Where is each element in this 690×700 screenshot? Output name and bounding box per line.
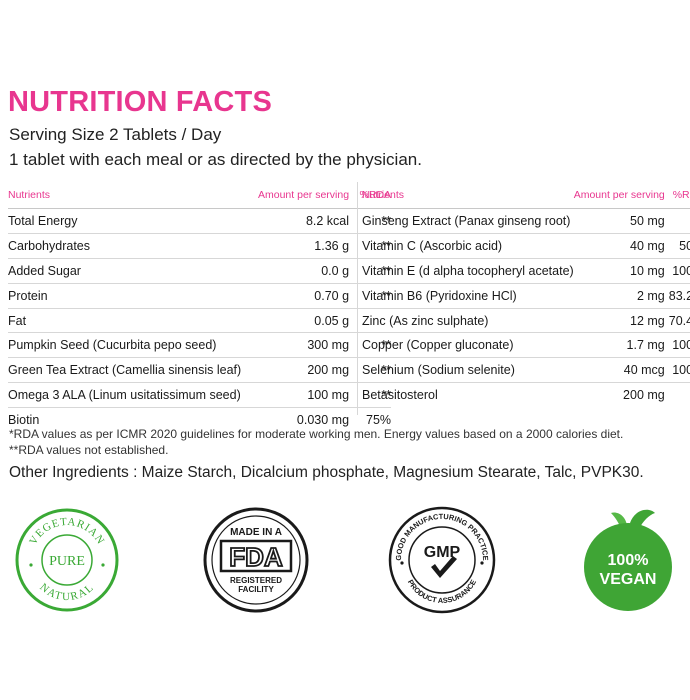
table-row: Betasitosterol 200 mg ** xyxy=(362,383,690,407)
pure-text: PURE xyxy=(49,554,85,569)
facility-text: FACILITY xyxy=(238,585,274,594)
amount-value: 50 mg xyxy=(573,208,669,234)
vegan-leaf-icon: 100% VEGAN xyxy=(573,505,683,615)
amount-value: 40 mcg xyxy=(573,357,669,384)
nutrient-name: Biotin xyxy=(8,413,40,428)
rda-value: 100% xyxy=(668,357,690,384)
checkmark-icon xyxy=(431,556,457,578)
rda-footnote: *RDA values as per ICMR 2020 guidelines … xyxy=(9,427,624,441)
table-row: Added Sugar 0.0 g ** xyxy=(8,258,392,284)
vegetarian-seal-icon: VEGETARIAN NATURAL PURE xyxy=(12,505,122,615)
table-header-row: Nutrients Amount per serving %RDA xyxy=(8,182,392,209)
nutrition-table-left: Nutrients Amount per serving %RDA Total … xyxy=(8,182,392,432)
amount-value: 100 mg xyxy=(258,382,354,409)
table-row: Protein 0.70 g ** xyxy=(8,283,392,309)
rda-value: 100% xyxy=(668,258,690,284)
vegetarian-arc-text: VEGETARIAN xyxy=(27,516,106,547)
table-header-row: Nutrients Amount per serving %RDA xyxy=(362,182,690,209)
table-row: Ginseng Extract (Panax ginseng root) 50 m… xyxy=(362,208,690,234)
rda-value: ** xyxy=(668,208,690,234)
amount-value: 10 mg xyxy=(573,258,669,284)
amount-header: Amount per serving xyxy=(258,182,354,209)
vegan-percent-text: 100% xyxy=(608,552,649,569)
serving-size: Serving Size 2 Tablets / Day xyxy=(9,125,222,144)
amount-value: 0.030 mg xyxy=(296,413,350,428)
amount-value: 12 mg xyxy=(573,308,669,334)
amount-value: 300 mg xyxy=(258,332,354,359)
nutrient-name: Green Tea Extract (Camellia sinensis lea… xyxy=(8,357,258,384)
amount-value: 200 mg xyxy=(623,388,665,403)
fda-seal-icon: MADE IN A FDA REGISTERED FACILITY xyxy=(201,505,311,615)
rda-value: 70.4% xyxy=(668,308,690,334)
nutrient-name: Copper (Copper gluconate) xyxy=(362,332,574,359)
rda-footnote-2: **RDA values not established. xyxy=(9,443,169,457)
page-title: NUTRITION FACTS xyxy=(8,86,272,118)
rda-value: 100% xyxy=(668,332,690,359)
table-row: Biotin 0.030 mg 75% xyxy=(8,408,391,432)
amount-value: 0.70 g xyxy=(258,283,354,309)
amount-header: Amount per serving xyxy=(573,182,669,209)
nutrient-name: Selenium (Sodium selenite) xyxy=(362,357,574,384)
usage-direction: 1 tablet with each meal or as directed b… xyxy=(9,150,422,169)
nutrients-header: Nutrients xyxy=(362,182,574,209)
nutrient-name: Protein xyxy=(8,283,258,309)
nutrient-name: Vitamin B6 (Pyridoxine HCl) xyxy=(362,283,574,309)
table-row: Carbohydrates 1.36 g ** xyxy=(8,233,392,259)
nutrient-name: Total Energy xyxy=(8,208,258,234)
gmp-mark: GMP xyxy=(424,544,461,561)
amount-value: 0.05 g xyxy=(258,308,354,334)
nutrient-name: Ginseng Extract (Panax ginseng root) xyxy=(362,208,574,234)
other-ingredients: Other Ingredients : Maize Starch, Dicalc… xyxy=(9,464,644,481)
rda-value: 75% xyxy=(366,413,392,428)
amount-value: 200 mg xyxy=(258,357,354,384)
amount-value: 8.2 kcal xyxy=(258,208,354,234)
nutrients-header: Nutrients xyxy=(8,182,258,209)
nutrient-name: Pumpkin Seed (Cucurbita pepo seed) xyxy=(8,332,258,359)
fda-mark: FDA xyxy=(229,542,283,572)
registered-text: REGISTERED xyxy=(230,576,282,585)
amount-value: 0.0 g xyxy=(258,258,354,284)
amount-value: 2 mg xyxy=(573,283,669,309)
table-row: Green Tea Extract (Camellia sinensis lea… xyxy=(8,357,392,384)
nutrition-table-right: Nutrients Amount per serving %RDA Ginsen… xyxy=(362,182,690,407)
rda-value: ** xyxy=(353,382,392,409)
nutrient-name: Added Sugar xyxy=(8,258,258,284)
rda-header: %RDA xyxy=(668,182,690,209)
amount-value: 40 mg xyxy=(573,233,669,259)
nutrient-name: Vitamin C (Ascorbic acid) xyxy=(362,233,574,259)
amount-value: 1.36 g xyxy=(258,233,354,259)
nutrient-name: Vitamin E (d alpha tocopheryl acetate) xyxy=(362,258,574,284)
rda-value: 50% xyxy=(668,233,690,259)
nutrient-name: Carbohydrates xyxy=(8,233,258,259)
nutrient-name: Zinc (As zinc sulphate) xyxy=(362,308,574,334)
table-row: Vitamin E (d alpha tocopheryl acetate) 10… xyxy=(362,258,690,284)
svg-text:VEGETARIAN: VEGETARIAN xyxy=(27,516,107,547)
vegan-text: VEGAN xyxy=(600,571,657,588)
nutrient-name: Betasitosterol xyxy=(362,388,438,403)
column-divider xyxy=(357,182,358,415)
amount-value: 1.7 mg xyxy=(573,332,669,359)
nutrient-name: Omega 3 ALA (Linum usitatissimum seed) xyxy=(8,382,258,409)
made-in-a-text: MADE IN A xyxy=(230,527,282,538)
rda-value: ** xyxy=(669,383,690,407)
table-row: Omega 3 ALA (Linum usitatissimum seed) 10… xyxy=(8,382,392,409)
rda-value: 83.2% xyxy=(668,283,690,309)
table-row: Total Energy 8.2 kcal ** xyxy=(8,208,392,234)
table-row: Pumpkin Seed (Cucurbita pepo seed) 300 mg… xyxy=(8,332,392,359)
table-row: Fat 0.05 g xyxy=(8,308,392,334)
gmp-seal-icon: GOOD MANUFACTURING PRACTICE PRODUCT ASSU… xyxy=(387,505,497,615)
nutrient-name: Fat xyxy=(8,308,258,334)
